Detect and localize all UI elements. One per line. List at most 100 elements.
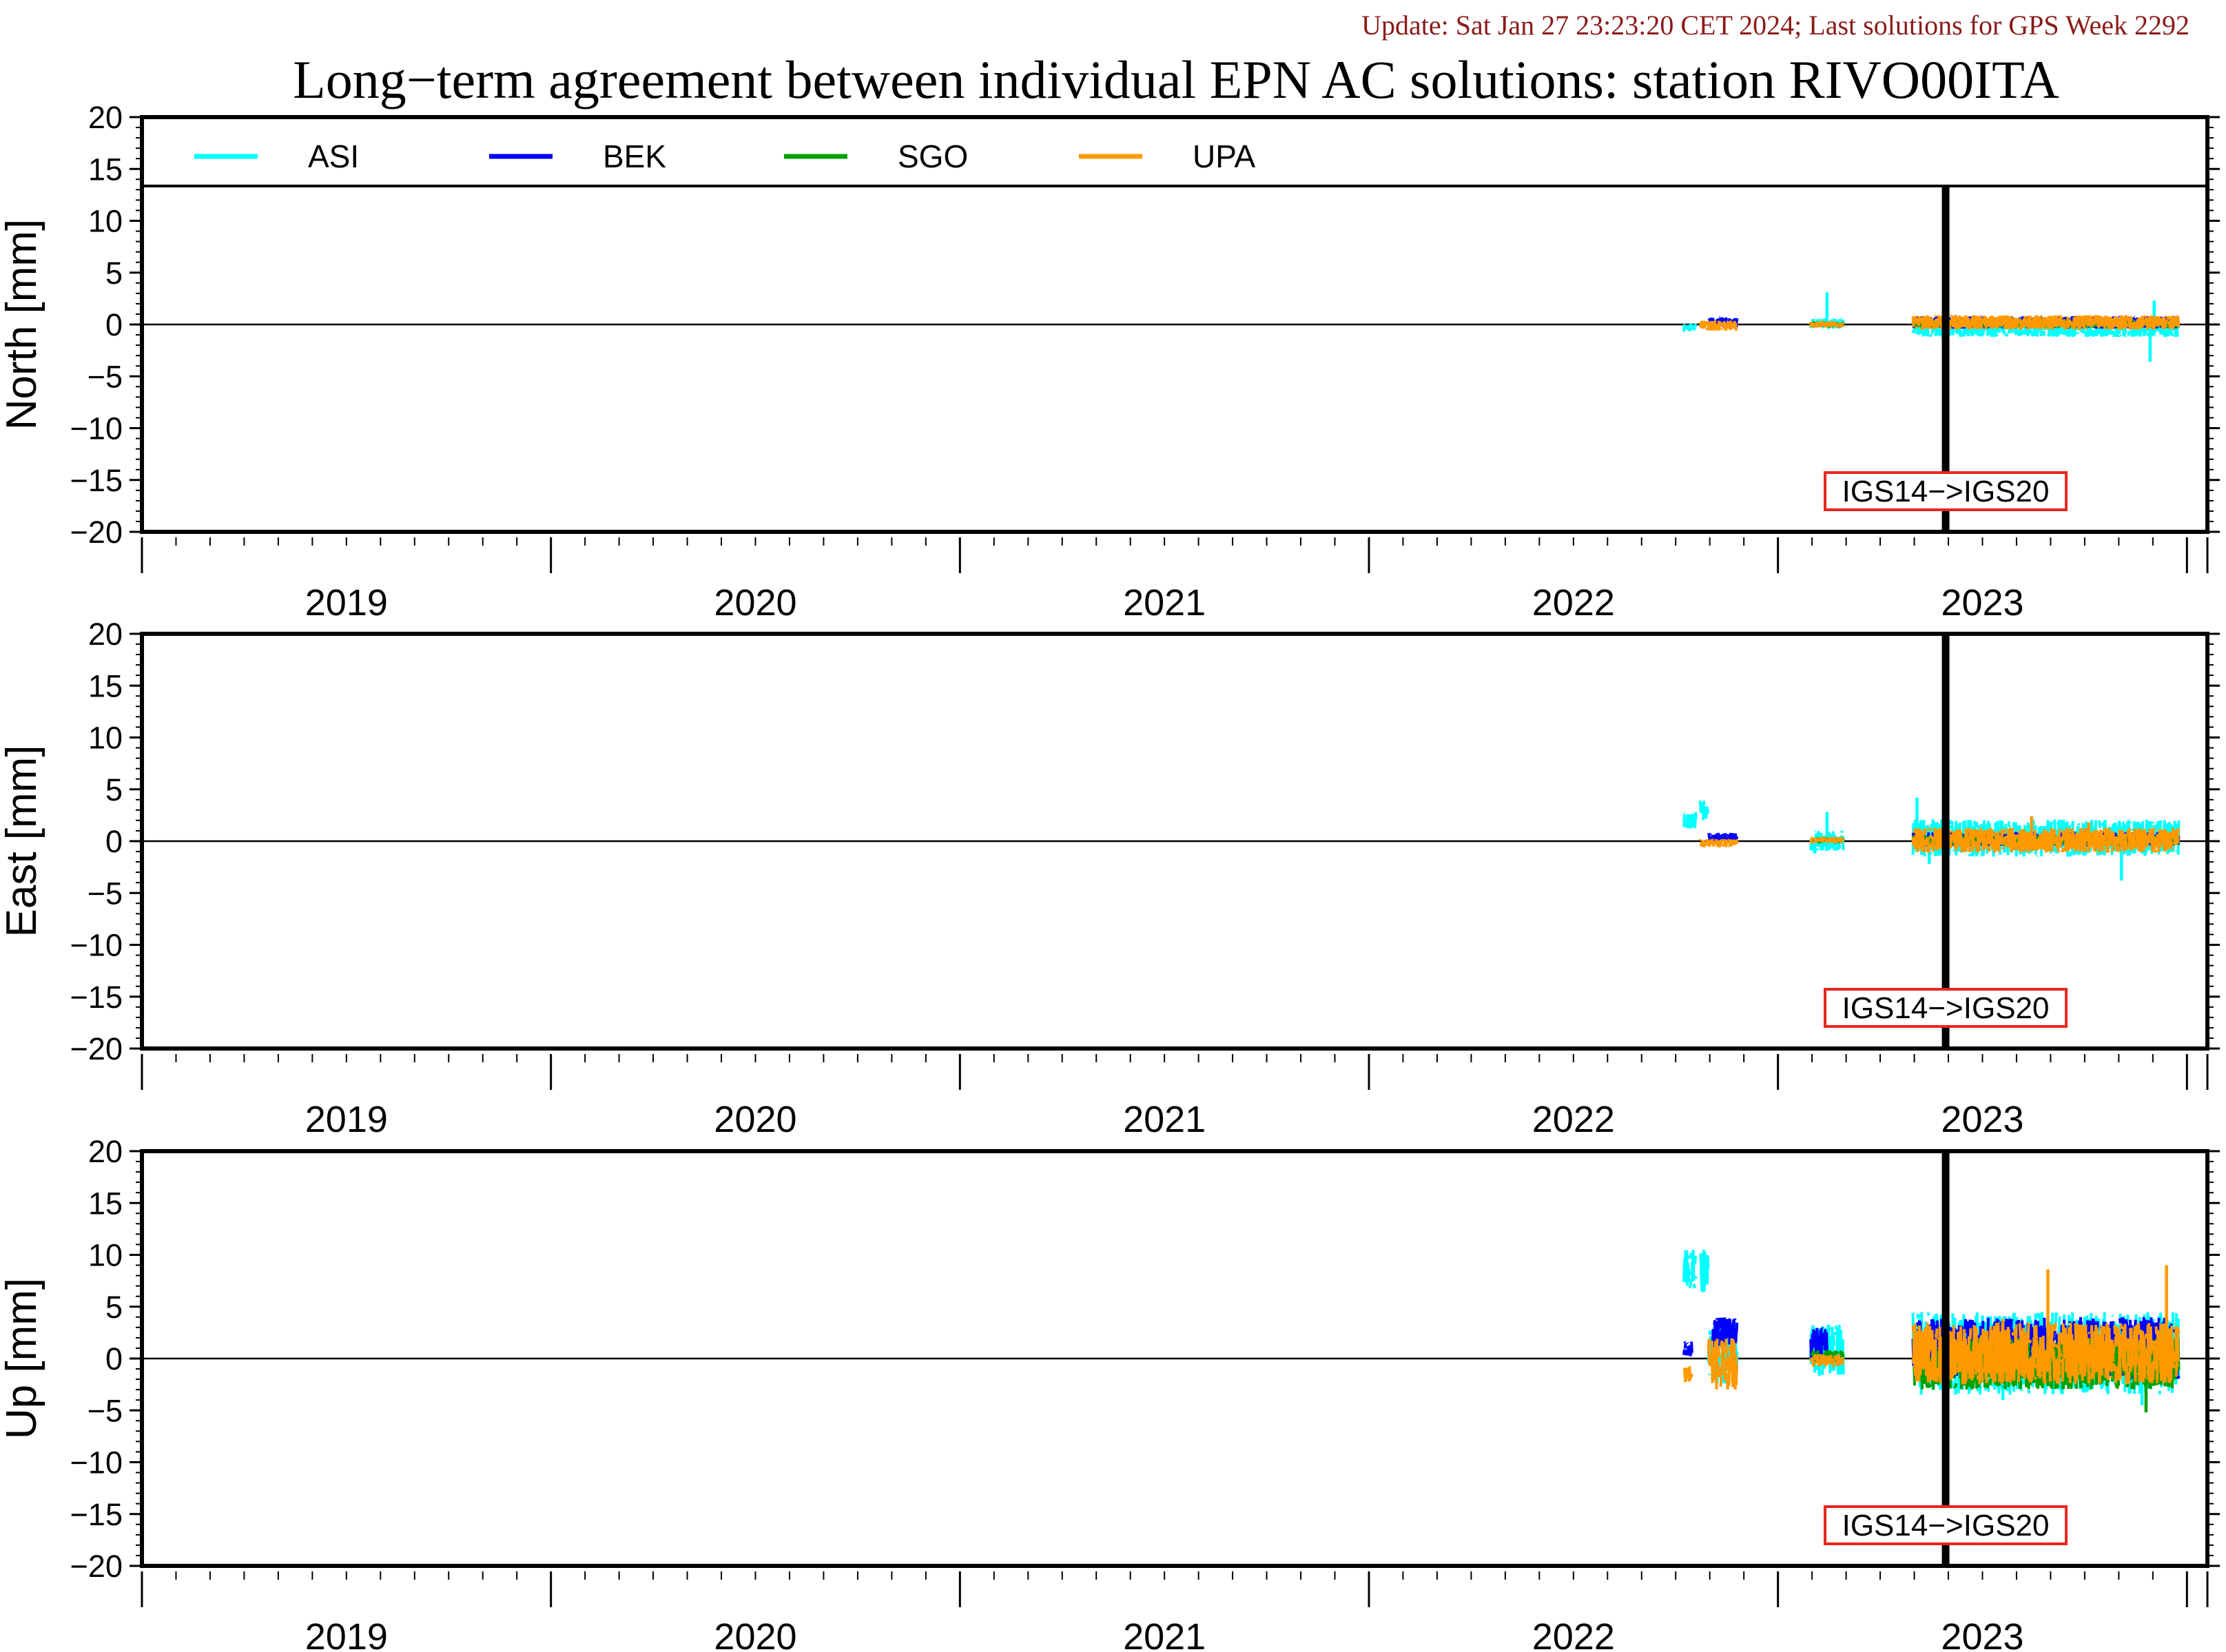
data-trace — [2058, 829, 2062, 834]
data-trace — [2083, 846, 2088, 852]
data-trace — [2062, 319, 2066, 323]
data-trace — [1966, 827, 1970, 838]
data-trace — [1979, 318, 1983, 325]
data-trace — [1827, 1326, 1831, 1331]
data-trace — [2164, 333, 2168, 337]
data-trace — [2103, 827, 2108, 845]
data-trace — [1688, 1285, 1692, 1289]
y-tick-label: 5 — [105, 772, 123, 807]
data-trace — [2070, 846, 2074, 849]
legend: ASI BEK SGO UPA — [142, 117, 2207, 187]
data-trace — [2129, 316, 2133, 322]
update-text: Update: Sat Jan 27 23:23:20 CET 2024; La… — [1361, 10, 2189, 41]
data-trace — [1816, 324, 1820, 327]
data-trace — [2042, 330, 2046, 336]
data-trace — [2000, 317, 2004, 327]
data-trace — [2059, 836, 2063, 842]
data-trace — [1951, 836, 1955, 843]
data-trace — [2016, 830, 2019, 833]
data-trace — [2010, 328, 2013, 333]
data-trace — [2085, 838, 2089, 842]
data-trace — [2165, 315, 2168, 318]
data-trace — [1948, 834, 1952, 849]
data-trace — [2023, 320, 2028, 327]
data-trace — [2095, 831, 2099, 839]
data-trace — [2158, 319, 2163, 325]
data-trace — [1707, 834, 1711, 840]
data-trace — [2084, 327, 2088, 330]
y-tick-label: 5 — [105, 256, 123, 291]
data-trace — [1997, 831, 2001, 852]
data-trace — [1735, 839, 1739, 845]
data-trace — [1913, 318, 1917, 323]
data-trace — [2030, 331, 2034, 337]
data-trace — [2120, 315, 2124, 320]
data-trace — [2042, 829, 2046, 840]
data-trace — [1720, 327, 1724, 331]
y-tick-label: −5 — [87, 876, 123, 911]
x-year-label: 2022 — [1532, 582, 1615, 623]
data-trace — [2156, 836, 2161, 852]
reference-change-label: IGS14−>IGS20 — [1842, 991, 2050, 1025]
data-trace — [1922, 839, 1926, 853]
y-tick-label: −20 — [70, 515, 123, 550]
data-trace — [1937, 333, 1940, 336]
data-trace — [2124, 335, 2127, 338]
data-trace — [1837, 844, 1842, 848]
data-trace — [2051, 317, 2055, 322]
data-trace — [1693, 1255, 1698, 1265]
data-trace — [2176, 321, 2181, 328]
data-trace — [2111, 316, 2115, 318]
data-trace — [1689, 1278, 1693, 1286]
data-trace — [1691, 324, 1696, 329]
data-trace — [2000, 326, 2003, 329]
data-trace — [1811, 322, 1815, 325]
y-tick-label: 5 — [105, 1290, 123, 1325]
data-trace — [1832, 1335, 1836, 1346]
data-trace — [2054, 840, 2058, 845]
data-trace — [2011, 331, 2014, 334]
data-trace — [2085, 843, 2089, 846]
y-axis-label: East [mm] — [0, 745, 45, 937]
data-trace — [2073, 333, 2077, 335]
data-trace — [1933, 846, 1936, 849]
data-trace — [2068, 851, 2072, 857]
data-trace — [2076, 331, 2080, 335]
data-trace — [1707, 809, 1710, 812]
data-trace — [1839, 322, 1844, 325]
data-trace — [1841, 324, 1844, 327]
data-trace — [2021, 333, 2024, 335]
y-tick-label: −5 — [87, 359, 123, 394]
y-tick-label: −10 — [70, 411, 123, 446]
y-tick-label: 10 — [88, 721, 123, 756]
y-tick-label: 15 — [88, 152, 123, 187]
data-trace — [1961, 332, 1964, 335]
chart-panel-east: 20 15 10 5 0 −5 −10 −15 −20 IGS14−>IGS20 East [mm]… — [0, 617, 2220, 1140]
data-trace — [1916, 845, 1920, 853]
reference-change-label: IGS14−>IGS20 — [1842, 475, 2050, 508]
data-trace — [2124, 324, 2128, 329]
x-year-label: 2021 — [1123, 582, 1206, 623]
data-trace — [2102, 316, 2105, 319]
x-year-label: 2023 — [1941, 1099, 2023, 1140]
legend-label-sgo: SGO — [898, 138, 968, 174]
data-trace — [1929, 327, 1933, 329]
data-trace — [2167, 316, 2171, 320]
data-trace — [2151, 843, 2155, 853]
data-trace — [1998, 324, 2001, 327]
data-trace — [2007, 821, 2011, 827]
data-trace — [1948, 319, 1952, 325]
data-trace — [1822, 320, 1825, 324]
x-year-label: 2020 — [714, 1099, 796, 1140]
data-trace — [1691, 1250, 1696, 1281]
data-trace — [1812, 318, 1816, 322]
data-trace — [2173, 320, 2177, 325]
x-year-label: 2021 — [1123, 1099, 1206, 1140]
data-trace — [1724, 843, 1729, 848]
data-trace — [1964, 820, 1967, 829]
data-trace — [2072, 838, 2076, 849]
data-trace — [1718, 324, 1721, 331]
y-tick-label: 10 — [88, 204, 123, 239]
chart-panel-north: 20 15 10 5 0 −5 −10 −15 −20 ASI BEK SGO UPA IGS14−>IG… — [0, 100, 2220, 623]
y-tick-label: −15 — [70, 463, 123, 498]
